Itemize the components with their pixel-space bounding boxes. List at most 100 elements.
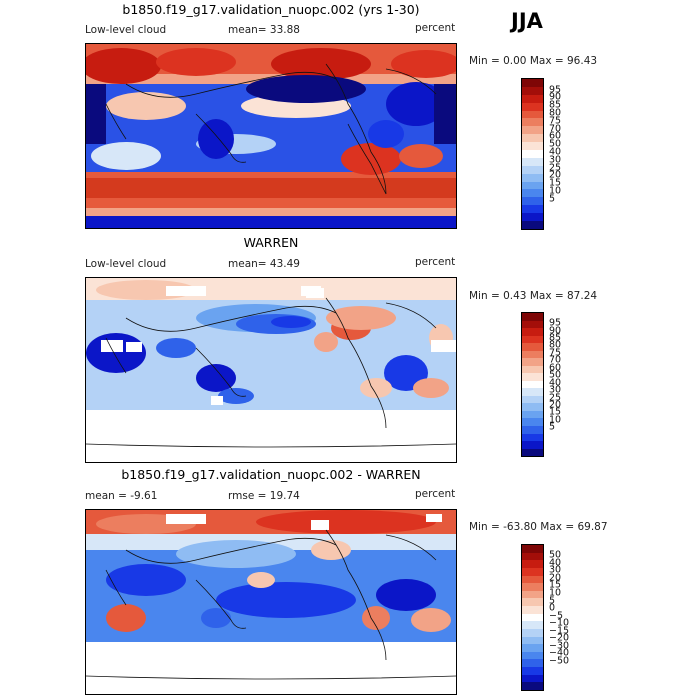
colorbar-swatch bbox=[522, 395, 543, 404]
colorbar-tick-label: 10 bbox=[549, 185, 562, 197]
colorbar-swatch bbox=[522, 583, 543, 591]
panel2-map bbox=[85, 277, 457, 463]
colorbar-tick-label: 40 bbox=[549, 557, 562, 569]
panel3-mean-label: mean = -9.61 bbox=[85, 490, 158, 502]
colorbar-swatch bbox=[522, 674, 543, 683]
colorbar-swatch bbox=[522, 636, 543, 645]
colorbar-tick-label: 25 bbox=[549, 162, 562, 174]
colorbar-swatch bbox=[522, 567, 543, 576]
colorbar-swatch bbox=[522, 142, 543, 151]
colorbar-tick-label: 25 bbox=[549, 392, 562, 403]
colorbar-swatch bbox=[522, 205, 543, 214]
colorbar-swatch bbox=[522, 181, 543, 190]
colorbar-swatch bbox=[522, 189, 543, 198]
colorbar-tick-label: 30 bbox=[549, 564, 562, 576]
panel2-variable-label: Low-level cloud bbox=[85, 258, 167, 270]
colorbar-tick-label: −15 bbox=[549, 625, 570, 637]
panel2-mean-label: mean= 43.49 bbox=[228, 258, 300, 270]
colorbar-swatch bbox=[522, 682, 543, 690]
colorbar-tick-label: 40 bbox=[549, 377, 562, 389]
colorbar-swatch bbox=[522, 590, 543, 599]
colorbar-swatch bbox=[522, 575, 543, 584]
colorbar-tick-label: 15 bbox=[549, 177, 562, 189]
colorbar-swatch bbox=[522, 350, 543, 359]
panel3-map bbox=[85, 509, 457, 695]
panel1-colorbar-labels: 95 90 85 80 75 70 60 50 40 30 25 20 15 10 5 bbox=[549, 78, 579, 230]
colorbar-tick-label: 95 bbox=[549, 317, 562, 329]
panel3-units-label: percent bbox=[415, 488, 456, 500]
colorbar-swatch bbox=[522, 545, 543, 553]
colorbar-swatch bbox=[522, 197, 543, 206]
panel3-rmse-label: rmse = 19.74 bbox=[228, 490, 300, 502]
panel3-colorbar bbox=[521, 544, 544, 691]
colorbar-swatch bbox=[522, 380, 543, 389]
colorbar-swatch bbox=[522, 644, 543, 652]
colorbar-tick-label: 30 bbox=[549, 384, 562, 396]
colorbar-tick-label: 75 bbox=[549, 115, 562, 127]
colorbar-tick-label: −40 bbox=[549, 647, 570, 659]
colorbar-tick-label: 20 bbox=[549, 572, 562, 584]
panel1-colorbar bbox=[521, 78, 544, 230]
colorbar-swatch bbox=[522, 659, 543, 667]
colorbar-swatch bbox=[522, 110, 543, 119]
panel1-variable-label: Low-level cloud bbox=[85, 24, 167, 36]
panel1-mean-label: mean= 33.88 bbox=[228, 24, 300, 36]
panel3-colorbar-labels: 50 40 30 20 15 10 5 0 −5 −10 −15 −20 −30 −40 −50 bbox=[549, 544, 579, 691]
colorbar-swatch bbox=[522, 621, 543, 629]
colorbar-swatch bbox=[522, 441, 543, 449]
colorbar-tick-label: −5 bbox=[549, 610, 564, 622]
colorbar-swatch bbox=[522, 221, 543, 229]
colorbar-swatch bbox=[522, 150, 543, 158]
panel3-title: b1850.f19_g17.validation_nuopc.002 - WAR… bbox=[121, 467, 421, 482]
colorbar-swatch bbox=[522, 425, 543, 434]
colorbar-swatch bbox=[522, 328, 543, 336]
colorbar-tick-label: −20 bbox=[549, 632, 570, 644]
colorbar-swatch bbox=[522, 126, 543, 135]
colorbar-tick-label: 70 bbox=[549, 123, 562, 135]
colorbar-swatch bbox=[522, 118, 543, 127]
colorbar-swatch bbox=[522, 313, 543, 321]
colorbar-tick-label: 5 bbox=[549, 193, 556, 205]
panel1-min-max: Min = 0.00 Max = 96.43 bbox=[469, 55, 598, 67]
colorbar-tick-label: 20 bbox=[549, 169, 562, 181]
colorbar-tick-label: 20 bbox=[549, 399, 562, 411]
colorbar-swatch bbox=[522, 157, 543, 166]
colorbar-swatch bbox=[522, 134, 543, 143]
colorbar-swatch bbox=[522, 403, 543, 411]
colorbar-tick-label: 95 bbox=[549, 84, 562, 96]
panel2-units-label: percent bbox=[415, 256, 456, 268]
colorbar-tick-label: 50 bbox=[549, 549, 562, 561]
colorbar-tick-label: 90 bbox=[549, 325, 562, 337]
colorbar-tick-label: 15 bbox=[549, 579, 562, 591]
colorbar-tick-label: 10 bbox=[549, 414, 562, 426]
colorbar-tick-label: 85 bbox=[549, 332, 562, 344]
colorbar-tick-label: 80 bbox=[549, 107, 562, 119]
panel1-map bbox=[85, 43, 457, 229]
colorbar-swatch bbox=[522, 651, 543, 660]
colorbar-tick-label: 15 bbox=[549, 406, 562, 418]
colorbar-swatch bbox=[522, 418, 543, 426]
colorbar-tick-label: 5 bbox=[549, 595, 556, 607]
colorbar-swatch bbox=[522, 173, 543, 182]
colorbar-tick-label: −30 bbox=[549, 640, 570, 652]
colorbar-swatch bbox=[522, 343, 543, 351]
colorbar-swatch bbox=[522, 448, 543, 457]
colorbar-tick-label: 40 bbox=[549, 146, 562, 158]
colorbar-swatch bbox=[522, 560, 543, 568]
colorbar-tick-label: 30 bbox=[549, 154, 562, 166]
panel2-min-max: Min = 0.43 Max = 87.24 bbox=[469, 290, 598, 302]
colorbar-tick-label: 75 bbox=[549, 347, 562, 359]
colorbar-swatch bbox=[522, 365, 543, 374]
colorbar-swatch bbox=[522, 628, 543, 637]
panel2-colorbar-labels: 95 90 85 80 75 70 60 50 40 30 25 20 15 10 5 bbox=[549, 312, 579, 457]
panel2-title: WARREN bbox=[243, 235, 299, 250]
colorbar-tick-label: 80 bbox=[549, 339, 562, 351]
colorbar-swatch bbox=[522, 213, 543, 222]
colorbar-swatch bbox=[522, 165, 543, 174]
colorbar-swatch bbox=[522, 102, 543, 111]
colorbar-swatch bbox=[522, 606, 543, 614]
colorbar-swatch bbox=[522, 79, 543, 87]
colorbar-swatch bbox=[522, 552, 543, 561]
colorbar-tick-label: 50 bbox=[549, 138, 562, 150]
colorbar-tick-label: 85 bbox=[549, 99, 562, 111]
